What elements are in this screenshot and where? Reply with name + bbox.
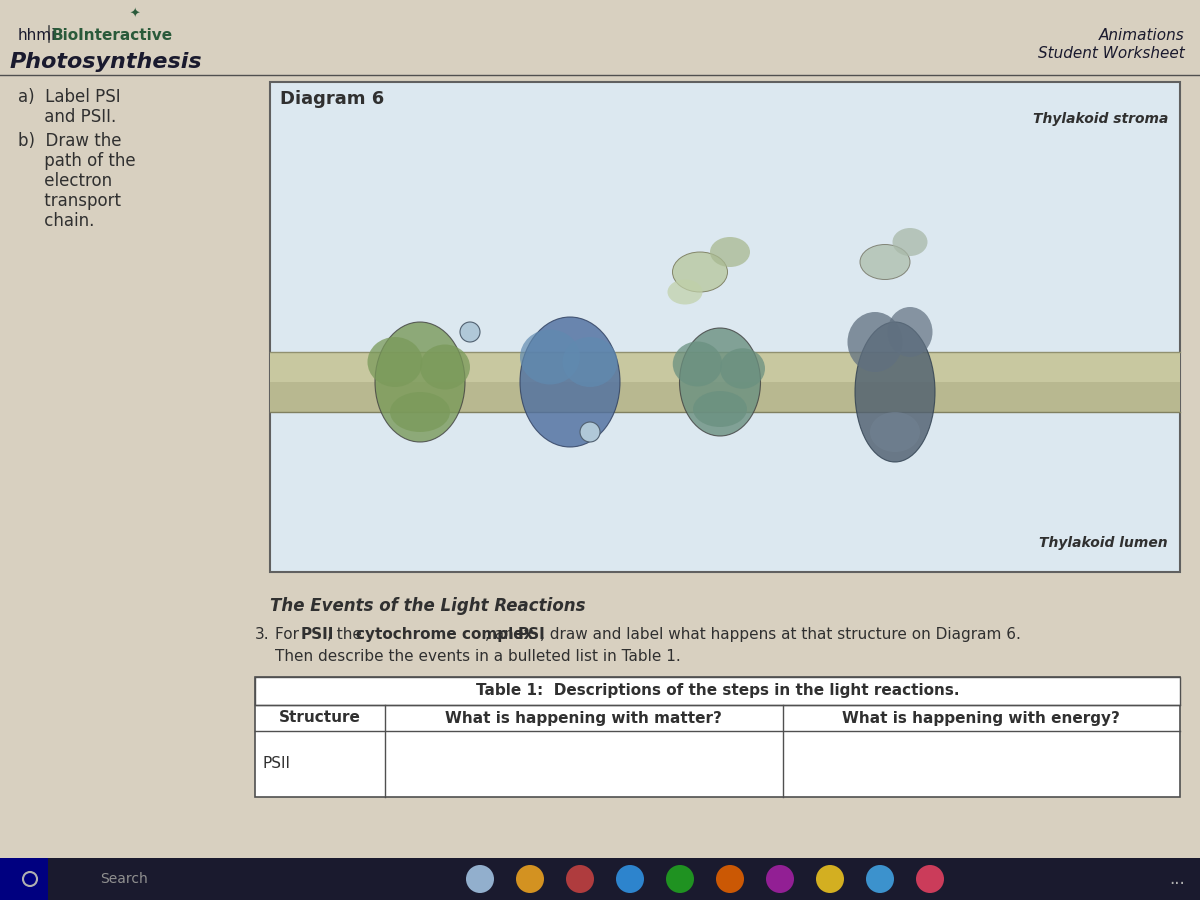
Text: Diagram 6: Diagram 6 (280, 90, 384, 108)
Text: For: For (275, 627, 304, 642)
Text: electron: electron (18, 172, 112, 190)
Circle shape (716, 865, 744, 893)
Text: path of the: path of the (18, 152, 136, 170)
FancyBboxPatch shape (270, 82, 1180, 572)
Circle shape (916, 865, 944, 893)
Text: The Events of the Light Reactions: The Events of the Light Reactions (270, 597, 586, 615)
Text: Search: Search (100, 872, 148, 886)
Text: a)  Label PSI: a) Label PSI (18, 88, 121, 106)
Ellipse shape (673, 341, 722, 386)
Ellipse shape (694, 391, 746, 427)
Text: Thylakoid lumen: Thylakoid lumen (1039, 536, 1168, 550)
Text: PSII: PSII (263, 757, 292, 771)
Text: Then describe the events in a bulleted list in Table 1.: Then describe the events in a bulleted l… (275, 649, 680, 664)
Ellipse shape (888, 307, 932, 357)
Ellipse shape (667, 280, 702, 304)
Text: chain.: chain. (18, 212, 95, 230)
Bar (270, 352, 1180, 382)
Text: and PSII.: and PSII. (18, 108, 116, 126)
Ellipse shape (520, 317, 620, 447)
Text: cytochrome complex: cytochrome complex (356, 627, 534, 642)
Circle shape (580, 422, 600, 442)
Text: ...: ... (1169, 870, 1186, 888)
Circle shape (666, 865, 694, 893)
Ellipse shape (720, 348, 766, 389)
Ellipse shape (374, 322, 466, 442)
Ellipse shape (390, 392, 450, 432)
Text: Thylakoid stroma: Thylakoid stroma (1033, 112, 1168, 126)
Text: hhmi: hhmi (18, 28, 56, 43)
Bar (270, 382, 1180, 412)
Circle shape (766, 865, 794, 893)
Ellipse shape (860, 245, 910, 280)
Text: Table 1:  Descriptions of the steps in the light reactions.: Table 1: Descriptions of the steps in th… (475, 683, 959, 698)
Text: PSI: PSI (518, 627, 546, 642)
Bar (0, 858, 1200, 900)
Text: , and: , and (485, 627, 528, 642)
Text: Animations: Animations (1099, 28, 1186, 43)
Text: Student Worksheet: Student Worksheet (1038, 46, 1186, 61)
Text: PSII: PSII (301, 627, 335, 642)
Ellipse shape (870, 412, 920, 452)
Text: transport: transport (18, 192, 121, 210)
Ellipse shape (563, 337, 618, 387)
Circle shape (466, 865, 494, 893)
Bar (256, 677, 1180, 705)
Circle shape (460, 322, 480, 342)
Ellipse shape (520, 329, 580, 384)
Ellipse shape (672, 252, 727, 292)
Text: 3.: 3. (256, 627, 270, 642)
Ellipse shape (847, 312, 902, 372)
Text: What is happening with matter?: What is happening with matter? (445, 710, 722, 725)
Text: Structure: Structure (280, 710, 361, 725)
Circle shape (516, 865, 544, 893)
Circle shape (616, 865, 644, 893)
Text: b)  Draw the: b) Draw the (18, 132, 121, 150)
Ellipse shape (854, 322, 935, 462)
Circle shape (866, 865, 894, 893)
Text: BioInteractive: BioInteractive (52, 28, 173, 43)
Text: , the: , the (326, 627, 367, 642)
Bar (0, 858, 48, 900)
Text: , draw and label what happens at that structure on Diagram 6.: , draw and label what happens at that st… (540, 627, 1021, 642)
Circle shape (816, 865, 844, 893)
Ellipse shape (893, 228, 928, 256)
Text: What is happening with energy?: What is happening with energy? (842, 710, 1120, 725)
Text: Photosynthesis: Photosynthesis (10, 52, 203, 72)
Text: ✦: ✦ (130, 8, 140, 21)
Ellipse shape (679, 328, 761, 436)
Bar (256, 677, 1180, 797)
Ellipse shape (420, 345, 470, 390)
Ellipse shape (710, 237, 750, 267)
Circle shape (566, 865, 594, 893)
Ellipse shape (367, 337, 422, 387)
